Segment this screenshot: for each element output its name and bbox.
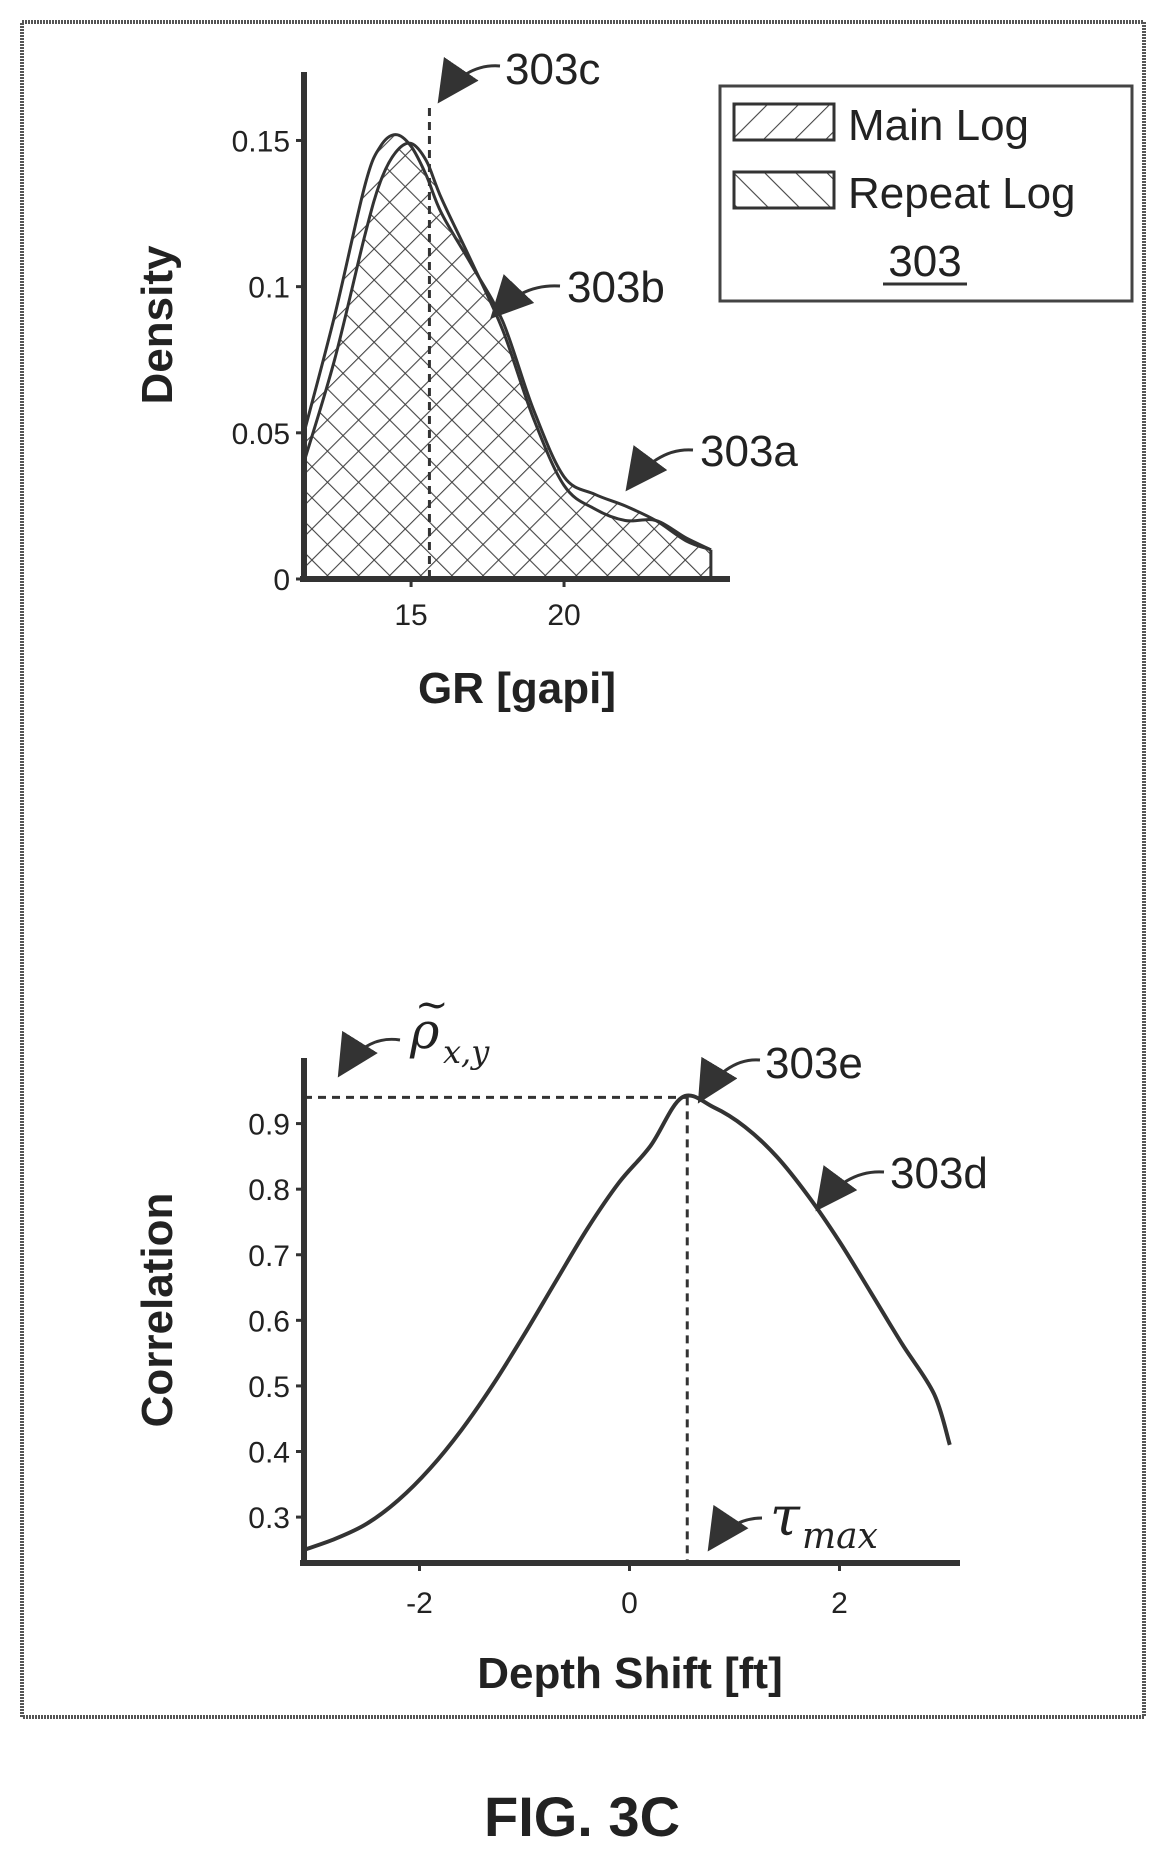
correlation-y-tick-label: 0.8 bbox=[248, 1174, 290, 1207]
correlation-chart: 0.3 0.4 0.5 0.6 0.7 0.8 0.9 -2 0 2 Depth Shift [… bbox=[133, 982, 988, 1698]
tau-arrow bbox=[707, 1504, 763, 1552]
correlation-y-axis-label: Correlation bbox=[133, 1193, 182, 1428]
peak-guides bbox=[304, 1095, 689, 1563]
rho-arrow bbox=[337, 1030, 401, 1078]
correlation-x-tick-label: 2 bbox=[831, 1587, 848, 1620]
density-x-axis-label: GR [gapi] bbox=[418, 664, 616, 713]
correlation-y-tick-label: 0.7 bbox=[248, 1240, 290, 1273]
correlation-y-tick-label: 0.5 bbox=[248, 1371, 290, 1404]
callout-303b: 303b bbox=[567, 263, 665, 312]
correlation-y-ticks: 0.3 0.4 0.5 0.6 0.7 0.8 0.9 bbox=[248, 1109, 304, 1535]
density-x-tick-label: 15 bbox=[394, 599, 427, 632]
correlation-x-axis-label: Depth Shift [ft] bbox=[477, 1649, 782, 1698]
density-y-tick-label: 0.05 bbox=[232, 418, 290, 451]
density-area-repeat-log bbox=[304, 143, 711, 579]
legend-label-main-log: Main Log bbox=[848, 101, 1029, 150]
callout-303e: 303e bbox=[765, 1039, 863, 1088]
correlation-curve-303d bbox=[303, 1093, 952, 1552]
callout-303b-arrow bbox=[490, 274, 561, 320]
tau-symbol: τ bbox=[770, 1485, 801, 1548]
figure-caption: FIG. 3C bbox=[484, 1785, 680, 1848]
rho-tilde: ~ bbox=[415, 982, 449, 1028]
density-x-ticks: 15 20 bbox=[394, 579, 581, 632]
legend-swatch-repeat-log bbox=[732, 170, 836, 210]
callout-303a: 303a bbox=[700, 427, 798, 476]
legend: Main Log Repeat Log 303 bbox=[718, 84, 1134, 303]
density-chart: 00.050.10.15 15 20 GR [gapi] Density Main… bbox=[133, 45, 1134, 713]
density-areas bbox=[302, 133, 713, 579]
rho-subscript: x,y bbox=[443, 1033, 490, 1071]
legend-label-repeat-log: Repeat Log bbox=[848, 169, 1076, 218]
tau-subscript: max bbox=[802, 1516, 878, 1557]
callout-303c: 303c bbox=[505, 45, 600, 94]
correlation-y-tick-label: 0.9 bbox=[248, 1109, 290, 1142]
figure-frame bbox=[20, 20, 1146, 1719]
density-y-tick-label: 0.1 bbox=[248, 272, 290, 305]
density-y-tick-label: 0 bbox=[273, 564, 290, 597]
rho-symbol: ρ bbox=[409, 1002, 440, 1060]
callout-303c-arrow bbox=[437, 56, 501, 104]
rho-xy-label: ~ ρ x,y bbox=[409, 982, 490, 1071]
callout-303d: 303d bbox=[890, 1149, 988, 1198]
correlation-x-ticks: -2 0 2 bbox=[406, 1563, 848, 1620]
correlation-x-tick-label: 0 bbox=[621, 1587, 638, 1620]
correlation-y-tick-label: 0.3 bbox=[248, 1502, 290, 1535]
callout-303e-arrow bbox=[697, 1056, 761, 1104]
legend-swatch-main-log bbox=[732, 102, 836, 142]
density-y-ticks: 0 0.05 0.1 0.15 bbox=[232, 125, 304, 597]
correlation-x-tick-label: -2 bbox=[406, 1587, 433, 1620]
legend-ref: 303 bbox=[888, 237, 961, 286]
density-x-tick-label: 20 bbox=[547, 599, 580, 632]
density-outline-repeat-log bbox=[302, 141, 712, 552]
density-y-tick-label: 0.15 bbox=[232, 125, 290, 158]
density-y-axis-label: Density bbox=[133, 245, 182, 404]
callout-303a-arrow bbox=[625, 445, 694, 492]
callout-303d-arrow bbox=[815, 1165, 885, 1212]
correlation-y-tick-label: 0.6 bbox=[248, 1305, 290, 1338]
correlation-y-tick-label: 0.4 bbox=[248, 1437, 290, 1470]
tau-max-label: τ max bbox=[770, 1485, 878, 1557]
